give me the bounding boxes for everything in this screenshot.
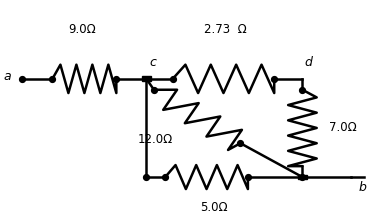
Text: 12.0Ω: 12.0Ω: [138, 133, 173, 147]
Polygon shape: [142, 76, 150, 81]
Text: 7.0Ω: 7.0Ω: [329, 122, 357, 134]
Text: 9.0Ω: 9.0Ω: [69, 23, 96, 36]
Text: 2.73  Ω: 2.73 Ω: [204, 23, 247, 36]
Text: d: d: [304, 56, 312, 69]
Text: a: a: [3, 70, 11, 83]
Text: 5.0Ω: 5.0Ω: [200, 201, 228, 214]
Text: c: c: [149, 56, 156, 69]
Polygon shape: [298, 175, 307, 179]
Text: b: b: [359, 181, 367, 194]
